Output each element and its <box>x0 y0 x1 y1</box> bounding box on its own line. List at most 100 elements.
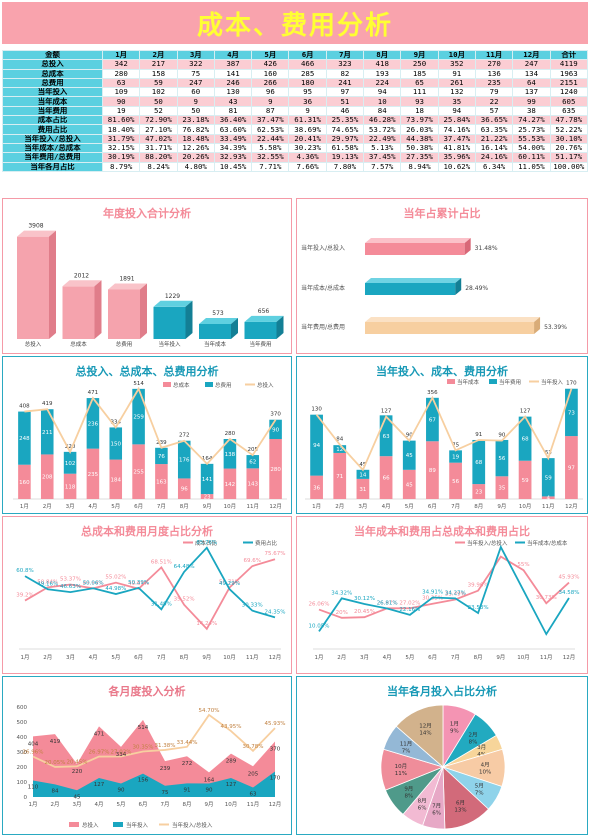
table-cell: 99 <box>512 96 551 107</box>
data-label: 3908 <box>28 223 43 230</box>
bar-segment <box>177 440 191 479</box>
bar-segment <box>246 468 260 499</box>
annual-total-title: 年度投入合计分析 <box>103 207 191 220</box>
slice-value: 7% <box>402 749 411 755</box>
table-cell: 38 <box>512 105 551 117</box>
bar-segment <box>495 439 509 477</box>
series-line <box>318 544 570 636</box>
tick-label: 1月 <box>21 654 30 661</box>
data-label: 205 <box>248 447 259 453</box>
data-label: 24.35% <box>265 609 286 615</box>
data-label: 656 <box>258 308 270 315</box>
tick-label: 5月 <box>111 654 120 661</box>
series-line <box>32 713 276 768</box>
tick-label: 8月 <box>180 503 189 510</box>
table-cell: 43 <box>213 96 253 107</box>
data-label: 34.58% <box>559 590 580 596</box>
tick-label: 2月 <box>43 503 52 510</box>
table-cell: 109 <box>101 87 141 98</box>
table-cell: 53.72% <box>363 124 402 135</box>
tick-label: 6月 <box>428 654 437 661</box>
annual-total-chart: 3908 总投入 2012 总成本 1891 总费用 1229 当年投入 573 当年成本 656 当… <box>17 223 284 348</box>
data-label: 45 <box>406 482 413 488</box>
tick-label: 4月 <box>88 503 97 510</box>
bar-segment <box>472 439 486 485</box>
data-label: 45 <box>406 453 413 459</box>
data-label: 27.02% <box>111 749 132 755</box>
data-label: 84 <box>336 437 343 443</box>
data-label: 259 <box>133 415 144 421</box>
bar-top <box>153 300 193 307</box>
data-label: 89 <box>429 468 436 474</box>
table-cell: 323 <box>325 59 365 70</box>
table-cell: 52 <box>139 105 178 117</box>
slice-label: 11月 <box>400 741 413 748</box>
data-label: 39.2% <box>16 593 33 599</box>
table-cell: 52.22% <box>549 124 589 135</box>
data-label: 334 <box>116 752 127 758</box>
bar <box>17 236 49 339</box>
table-cell: 65 <box>400 77 439 89</box>
data-label: 53.39% <box>544 324 567 331</box>
data-label: 31.38% <box>155 743 176 749</box>
table-cell: 1240 <box>549 87 589 98</box>
table-cell: 2151 <box>549 77 589 89</box>
table-cell: 19.13% <box>325 152 365 163</box>
table-column-header: 12月 <box>512 49 551 61</box>
table-cell: 50.38% <box>400 142 439 154</box>
table-cell: 102 <box>139 87 178 98</box>
table-cell: 47.02% <box>139 133 178 144</box>
data-label: 20.45% <box>354 609 375 615</box>
table-row: 总费用 63 59 247 246 266 180 241 224 65 261 235 64 2151 <box>2 77 589 89</box>
table-cell: 51.17% <box>549 152 589 163</box>
data-label: 150 <box>111 442 122 448</box>
legend-label: 总投入 <box>82 821 99 829</box>
series-line <box>24 558 276 631</box>
data-label: 14.24% <box>196 621 217 627</box>
data-label: 33.44% <box>177 740 198 746</box>
data-label: 4 <box>547 496 551 502</box>
data-label: 30.73% <box>536 595 557 601</box>
table-column-header: 9月 <box>400 49 439 61</box>
table-cell: 10.45% <box>213 161 253 172</box>
tick-label: 12月 <box>269 801 282 808</box>
data-label: 22.16% <box>399 607 420 613</box>
data-label: 73 <box>568 410 575 416</box>
bar-top <box>108 283 147 290</box>
table-cell: 88.20% <box>139 152 178 163</box>
data-label: 280 <box>270 467 281 473</box>
table-row: 总成本 280 158 75 141 160 285 82 193 185 91 136 134 1963 <box>2 68 589 79</box>
data-label: 20% <box>336 610 348 616</box>
slice-value: 8% <box>404 794 413 800</box>
slice-label: 5月 <box>475 782 484 789</box>
table-row-label: 当年各月占比 <box>2 161 103 172</box>
tick-label: 4月 <box>383 654 392 661</box>
data-label: 176 <box>179 458 190 464</box>
data-label: 96 <box>181 487 188 493</box>
slice-label: 3月 <box>477 744 486 751</box>
area-current <box>33 771 275 797</box>
data-label: 91 <box>475 432 482 438</box>
slice-value: 11% <box>395 771 407 777</box>
table-cell: 18 <box>400 105 439 117</box>
data-label: 26.06% <box>309 602 330 608</box>
table-row-label: 费用占比 <box>2 124 103 135</box>
table-cell: 82 <box>325 68 365 79</box>
table-cell: 180 <box>288 77 327 89</box>
data-label: 45.93% <box>265 721 286 727</box>
table-cell: 100.00% <box>549 161 589 172</box>
data-label: 49.61% <box>128 581 149 587</box>
data-label: 56 <box>452 479 459 485</box>
slice-label: 7月 <box>432 803 441 810</box>
monthly-input-title: 各月度投入分析 <box>108 685 186 698</box>
slice-label: 8月 <box>418 798 427 805</box>
table-row: 当年成本/总成本 32.15% 31.71% 12.26% 34.39% 5.58% 30.… <box>2 142 589 154</box>
tick-label: 7月 <box>451 503 460 510</box>
bar <box>365 283 456 295</box>
table-cell: 352 <box>437 59 476 70</box>
data-label: 289 <box>226 759 237 765</box>
slice-value: 14% <box>419 731 431 737</box>
table-cell: 37.45% <box>363 152 402 163</box>
data-label: 23 <box>204 495 211 501</box>
table-cell: 235 <box>474 77 514 89</box>
